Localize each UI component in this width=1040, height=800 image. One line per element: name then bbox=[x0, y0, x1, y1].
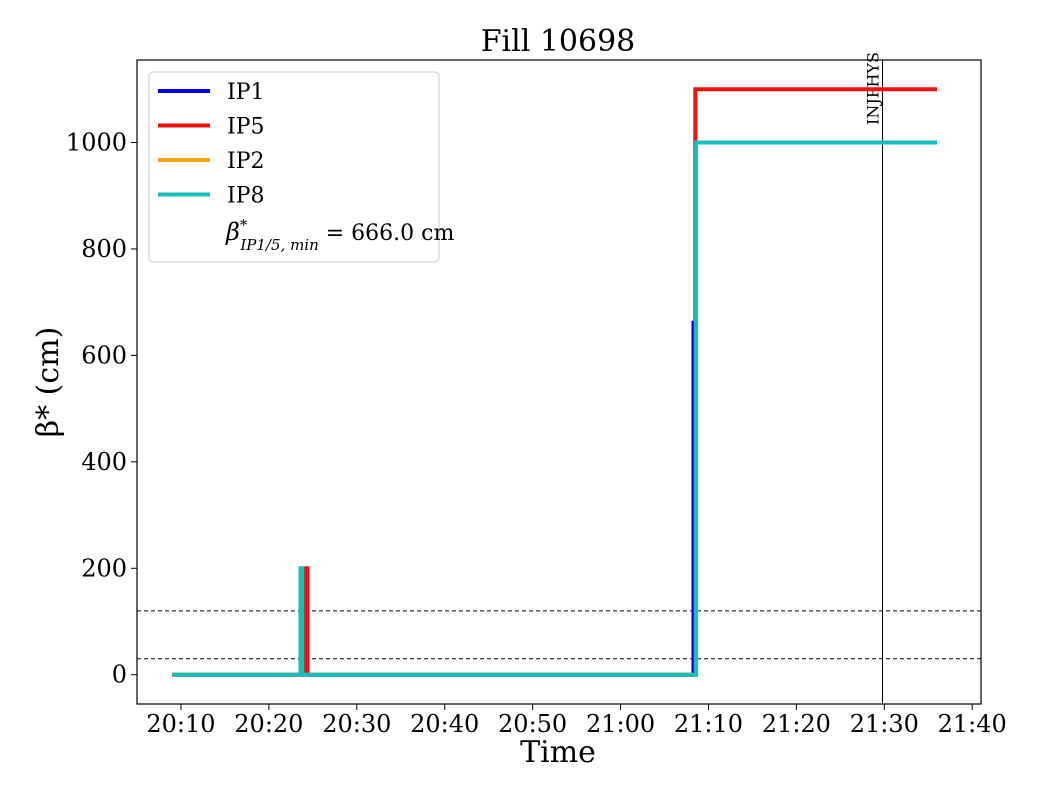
y-tick-label: 600 bbox=[81, 341, 127, 369]
legend-label-ip8: IP8 bbox=[227, 184, 265, 209]
y-axis-ticks: 0 200 400 600 800 1000 bbox=[66, 128, 137, 689]
series-line-ip8 bbox=[172, 140, 937, 677]
x-tick-label: 20:30 bbox=[322, 710, 391, 738]
x-axis-ticks: 20:10 20:20 20:30 20:40 20:50 21:00 21:10 21:20… bbox=[146, 704, 1007, 738]
beta-subscript: IP1/5, min bbox=[239, 236, 318, 254]
legend-entry-beta-min: β* IP1/5, min = 666.0 cm bbox=[225, 216, 454, 254]
x-tick-label: 20:10 bbox=[146, 710, 215, 738]
plot-area: INJPHYS bbox=[136, 52, 982, 705]
beta-symbol: β bbox=[225, 218, 240, 246]
y-tick-label: 1000 bbox=[66, 128, 127, 156]
x-tick-label: 20:20 bbox=[234, 710, 303, 738]
legend-box bbox=[148, 71, 440, 263]
legend-label-ip2: IP2 bbox=[227, 149, 265, 174]
y-tick-label: 400 bbox=[81, 448, 127, 476]
y-axis-label: β* (cm) bbox=[31, 327, 66, 438]
x-tick-label: 20:40 bbox=[410, 710, 479, 738]
legend-label-ip1: IP1 bbox=[227, 80, 265, 105]
y-tick-label: 200 bbox=[81, 554, 127, 582]
series-line-ip1 bbox=[172, 320, 696, 677]
x-tick-label: 21:00 bbox=[586, 710, 655, 738]
y-tick-label: 0 bbox=[112, 661, 127, 689]
legend-entries: IP1 IP5 IP2 IP8 bbox=[158, 80, 265, 209]
legend: IP1 IP5 IP2 IP8 β* IP1/5, min = 666.0 cm bbox=[148, 71, 454, 263]
y-tick-label: 800 bbox=[81, 235, 127, 263]
x-tick-label: 21:10 bbox=[674, 710, 743, 738]
threshold-lines bbox=[137, 610, 981, 660]
series-lines bbox=[172, 87, 937, 677]
x-tick-label: 21:20 bbox=[762, 710, 831, 738]
x-tick-label: 21:40 bbox=[938, 710, 1007, 738]
chart-title: Fill 10698 bbox=[481, 24, 636, 59]
beta-value: = 666.0 cm bbox=[319, 221, 455, 246]
x-tick-label: 21:30 bbox=[850, 710, 919, 738]
beta-superscript: * bbox=[240, 216, 248, 234]
x-tick-label: 20:50 bbox=[498, 710, 567, 738]
x-axis-label: Time bbox=[520, 735, 596, 770]
injphys-marker: INJPHYS bbox=[864, 52, 884, 704]
legend-label-ip5: IP5 bbox=[227, 115, 265, 140]
plot-frame bbox=[136, 59, 982, 705]
